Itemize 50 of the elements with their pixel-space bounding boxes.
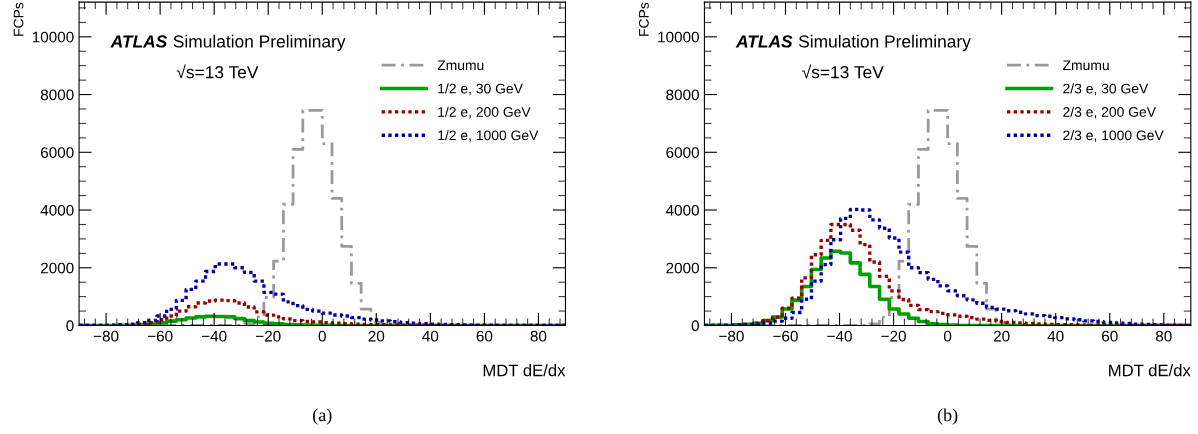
y-tick-label: 4000 xyxy=(40,204,74,216)
x-tick-label: 0 xyxy=(943,330,952,342)
legend-label: 1/2 e, 30 GeV xyxy=(438,83,523,96)
x-tick-label: 60 xyxy=(476,330,493,342)
x-axis-title: MDT dE/dx xyxy=(1109,364,1191,377)
y-tick-label: 10000 xyxy=(32,31,74,43)
legend-label: 2/3 e, 30 GeV xyxy=(1063,83,1149,96)
x-tick-label: 20 xyxy=(993,330,1010,342)
text: (b) xyxy=(937,408,958,425)
y-tick-label: 8000 xyxy=(666,89,699,101)
y-tick-label: 2000 xyxy=(666,262,699,274)
x-tick-label: −80 xyxy=(93,330,119,342)
x-tick-label: 60 xyxy=(1102,330,1118,342)
x-tick-label: 80 xyxy=(530,330,547,342)
text: (a) xyxy=(313,408,332,425)
x-tick-label: −40 xyxy=(827,330,852,342)
y-tick-label: 10000 xyxy=(658,31,699,43)
annotation: ATLAS xyxy=(735,35,793,48)
y-axis-title: FCPs xyxy=(13,2,24,36)
y-tick-label: 6000 xyxy=(41,147,74,158)
legend-label: Zmumu xyxy=(437,60,484,71)
y-axis-title: FCPs xyxy=(638,2,649,36)
x-tick-label: −20 xyxy=(881,330,906,342)
legend-label: 1/2 e, 200 GeV xyxy=(438,106,531,119)
annotation: Simulation Preliminary xyxy=(173,34,346,52)
legend-label: Zmumu xyxy=(1063,60,1109,71)
annotation: √s=13 TeV xyxy=(802,64,884,79)
x-tick-label: −20 xyxy=(256,330,281,342)
legend-label: 1/2 e, 1000 GeV xyxy=(438,130,539,142)
x-tick-label: 40 xyxy=(1047,330,1064,342)
y-tick-label: 8000 xyxy=(40,89,74,101)
x-tick-label: 20 xyxy=(368,330,385,342)
x-tick-label: 0 xyxy=(318,330,326,342)
legend-label: 2/3 e, 200 GeV xyxy=(1063,106,1156,119)
x-tick-label: −60 xyxy=(147,330,173,342)
legend-label: 2/3 e, 1000 GeV xyxy=(1063,130,1164,142)
x-tick-label: −40 xyxy=(201,330,227,342)
x-axis-title: MDT dE/dx xyxy=(483,364,566,377)
y-tick-label: 6000 xyxy=(666,147,699,158)
y-tick-label: 4000 xyxy=(665,204,699,216)
annotation: √s=13 TeV xyxy=(176,64,259,79)
y-tick-label: 0 xyxy=(66,320,74,332)
x-tick-label: 40 xyxy=(422,330,439,342)
annotation: Simulation Preliminary xyxy=(798,34,971,52)
x-tick-label: 80 xyxy=(1155,330,1172,342)
x-tick-label: −60 xyxy=(773,330,798,342)
y-tick-label: 2000 xyxy=(40,262,74,274)
x-tick-label: −80 xyxy=(719,330,744,342)
y-tick-label: 0 xyxy=(691,320,699,332)
annotation: ATLAS xyxy=(110,35,168,48)
